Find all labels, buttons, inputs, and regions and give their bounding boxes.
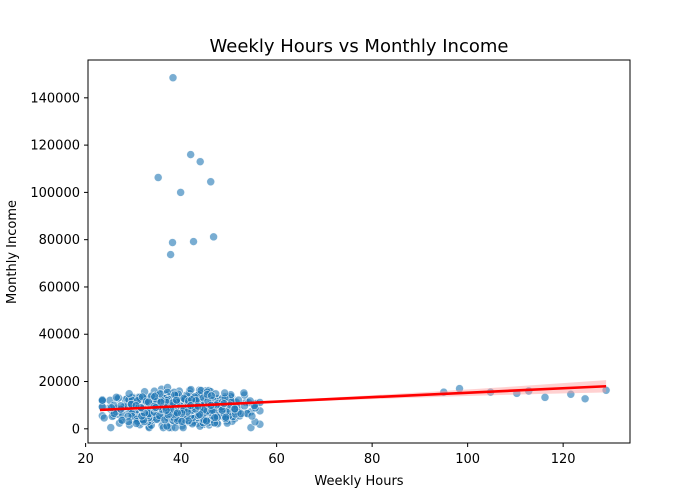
data-point (132, 419, 141, 428)
data-point (221, 412, 231, 422)
data-point-outlier (168, 238, 177, 247)
data-point (202, 416, 211, 426)
data-point (236, 409, 246, 419)
data-point-outlier (566, 389, 576, 399)
x-axis-label: Weekly Hours (314, 474, 403, 489)
x-tick-label: 80 (364, 452, 381, 467)
data-point (106, 423, 116, 432)
x-axis: 20 40 60 80 100 120 (77, 443, 576, 467)
data-point (210, 413, 220, 422)
data-point-outlier (540, 393, 550, 402)
y-tick-label: 40000 (39, 328, 80, 343)
data-point-outlier (206, 177, 216, 187)
y-tick-label: 20000 (39, 375, 80, 390)
data-point (144, 397, 153, 407)
y-tick-label: 100000 (30, 186, 80, 201)
data-point (246, 423, 256, 432)
data-point-outlier (168, 73, 178, 83)
y-tick-label: 120000 (30, 139, 80, 154)
data-point-outlier (186, 150, 195, 159)
x-tick-label: 40 (173, 452, 190, 467)
data-point (98, 395, 107, 405)
data-point (207, 391, 216, 401)
data-point (220, 388, 229, 398)
data-point (150, 392, 159, 401)
data-point-outlier (166, 250, 175, 259)
data-point (117, 415, 127, 425)
data-point (170, 423, 180, 432)
plot-area (98, 73, 611, 432)
data-point (112, 392, 121, 402)
x-tick-label: 120 (551, 452, 576, 467)
data-point (230, 404, 240, 414)
chart-title: Weekly Hours vs Monthly Income (210, 36, 509, 57)
x-tick-label: 100 (455, 452, 480, 467)
data-point-outlier (153, 173, 163, 182)
plot-frame (87, 59, 631, 444)
data-point (99, 413, 109, 423)
data-point (247, 411, 257, 421)
y-tick-label: 80000 (39, 233, 80, 248)
data-point (177, 417, 187, 426)
data-point (124, 389, 134, 399)
y-axis-label: Monthly Income (5, 200, 20, 304)
data-point (172, 395, 181, 405)
x-tick-label: 20 (77, 452, 94, 467)
y-tick-label: 0 (72, 422, 80, 437)
data-point (173, 408, 182, 418)
data-point-outlier (189, 237, 198, 246)
x-tick-label: 60 (268, 452, 285, 467)
regression-line (99, 384, 607, 412)
y-tick-label: 140000 (30, 91, 80, 106)
data-point-outlier (580, 394, 590, 404)
data-point (239, 388, 249, 398)
y-axis: 0 20000 40000 60000 80000 100000 120000 140000 (30, 91, 88, 437)
y-tick-label: 60000 (39, 280, 80, 295)
data-point-outlier (209, 232, 218, 242)
data-point-outlier (176, 188, 185, 197)
data-point-outlier (195, 157, 205, 166)
